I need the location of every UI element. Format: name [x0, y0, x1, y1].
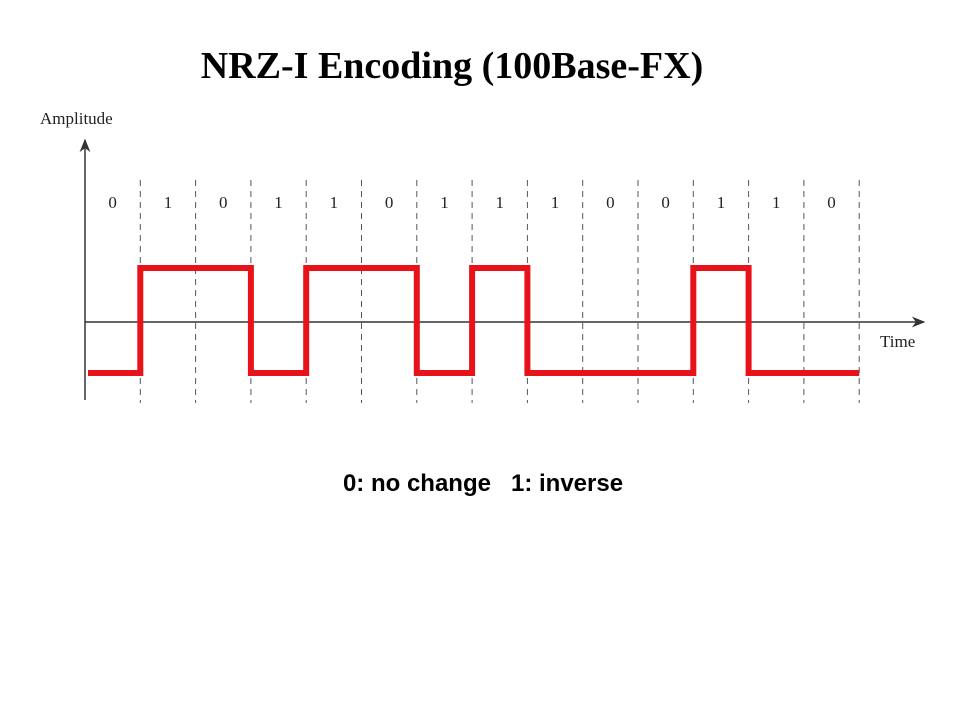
- bit-label: 1: [274, 193, 283, 212]
- bit-label: 0: [108, 193, 117, 212]
- bit-label: 1: [772, 193, 781, 212]
- bit-label: 0: [219, 193, 228, 212]
- signal-waveform: [88, 265, 860, 376]
- title: NRZ-I Encoding (100Base-FX): [201, 45, 703, 87]
- bit-label: 1: [330, 193, 339, 212]
- bit-label: 0: [661, 193, 670, 212]
- bit-label: 0: [827, 193, 836, 212]
- bit-label: 1: [164, 193, 173, 212]
- y-axis-label: Amplitude: [40, 109, 113, 128]
- bit-label: 0: [606, 193, 615, 212]
- bit-label: 1: [551, 193, 560, 212]
- caption: 0: no change 1: inverse: [343, 470, 623, 497]
- bit-label: 0: [385, 193, 394, 212]
- bit-label: 1: [440, 193, 449, 212]
- x-axis-label: Time: [880, 332, 915, 351]
- bit-label: 1: [496, 193, 505, 212]
- bit-label: 1: [717, 193, 726, 212]
